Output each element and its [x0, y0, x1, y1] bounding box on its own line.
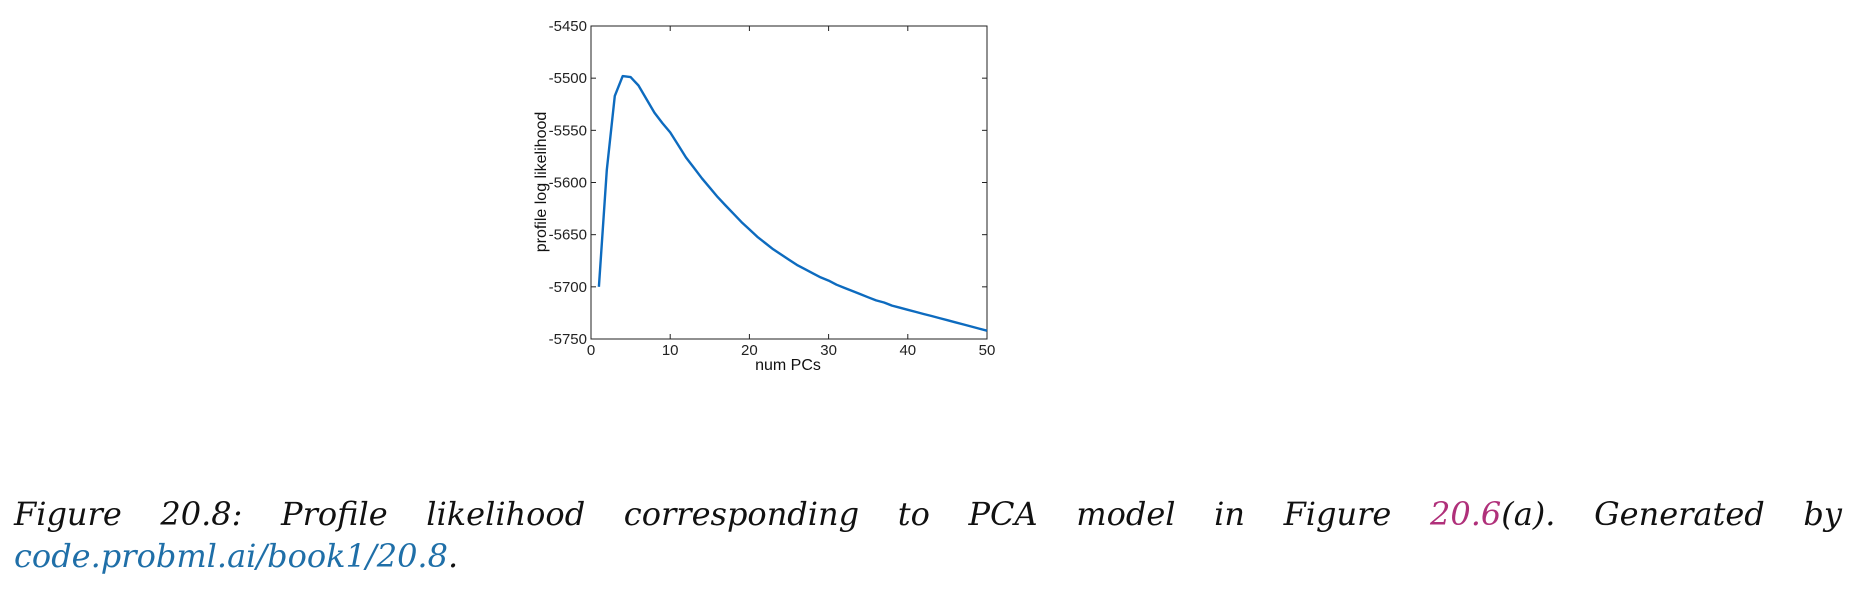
caption-word: Profile: [281, 495, 388, 533]
x-tick-label: 50: [979, 342, 996, 359]
caption-word: 20.8:: [160, 495, 243, 533]
plot-frame: [590, 25, 988, 340]
caption-word: in: [1214, 495, 1245, 533]
plot-area: 0 10 20 30 40 50 -5450 -5500 -5550 -5600 -5650 -570…: [549, 18, 996, 359]
y-tick-label: -5500: [549, 70, 587, 87]
x-tick-label: 30: [820, 342, 837, 359]
caption-figure-ref-group: 20.6(a).: [1430, 493, 1555, 535]
caption-word: (a).: [1501, 495, 1556, 533]
y-tick-label: -5600: [549, 175, 587, 192]
x-tick-label: 0: [587, 342, 595, 359]
caption-word: corresponding: [623, 495, 860, 533]
caption-trailing-period: .: [447, 537, 459, 575]
caption-word: to: [897, 495, 930, 533]
y-tick-label: -5650: [549, 227, 587, 244]
x-tick-label: 10: [662, 342, 679, 359]
series-line: [597, 74, 988, 332]
y-tick-label: -5450: [549, 18, 587, 35]
caption-word: PCA: [968, 495, 1038, 533]
profile-likelihood-chart: 0 10 20 30 40 50 -5450 -5500 -5550 -5600 -5650 -570…: [533, 18, 996, 374]
figure-reference-link[interactable]: 20.6: [1429, 495, 1502, 533]
y-tick-label: -5750: [549, 331, 587, 348]
caption-word: Figure: [1283, 495, 1392, 533]
x-axis-label: num PCs: [755, 357, 821, 374]
y-axis-label: profile log likelihood: [533, 112, 550, 253]
x-tick-label: 20: [741, 342, 758, 359]
x-tick-label: 40: [899, 342, 916, 359]
y-tick-label: -5550: [549, 122, 587, 139]
caption-word: Figure: [14, 495, 122, 533]
caption-word: by: [1803, 495, 1842, 533]
caption-line-1: Figure 20.8: Profile likelihood correspo…: [14, 493, 1842, 535]
code-link[interactable]: code.probml.ai/book1/20.8: [14, 537, 448, 575]
y-tick-label: -5700: [549, 279, 587, 296]
figure-caption: Figure 20.8: Profile likelihood correspo…: [14, 493, 1842, 577]
caption-word: model: [1076, 495, 1176, 533]
caption-word: Generated: [1594, 495, 1765, 533]
caption-line-2: code.probml.ai/book1/20.8.: [14, 535, 1842, 577]
caption-word: likelihood: [426, 495, 586, 533]
